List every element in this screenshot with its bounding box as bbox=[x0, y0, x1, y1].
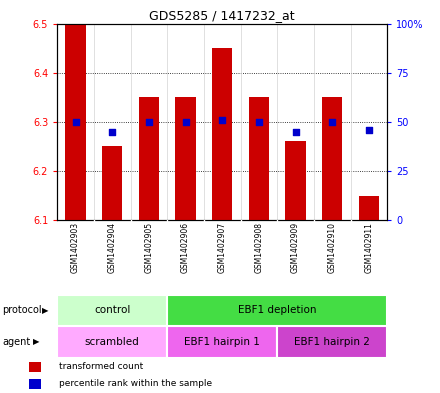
Bar bbox=[102, 146, 122, 220]
Text: percentile rank within the sample: percentile rank within the sample bbox=[59, 379, 213, 388]
Text: GSM1402905: GSM1402905 bbox=[144, 222, 154, 274]
Text: ▶: ▶ bbox=[33, 338, 39, 346]
Point bbox=[109, 129, 116, 135]
Text: control: control bbox=[94, 305, 130, 316]
Text: protocol: protocol bbox=[2, 305, 42, 316]
Text: ▶: ▶ bbox=[42, 306, 48, 315]
Bar bbox=[176, 97, 196, 220]
Text: GSM1402908: GSM1402908 bbox=[254, 222, 264, 273]
Title: GDS5285 / 1417232_at: GDS5285 / 1417232_at bbox=[150, 9, 295, 22]
Text: GSM1402903: GSM1402903 bbox=[71, 222, 80, 274]
Bar bbox=[167, 326, 277, 358]
Text: GSM1402910: GSM1402910 bbox=[328, 222, 337, 273]
Text: agent: agent bbox=[2, 337, 30, 347]
Text: EBF1 depletion: EBF1 depletion bbox=[238, 305, 316, 316]
Point bbox=[292, 129, 299, 135]
Bar bbox=[286, 141, 306, 220]
Bar bbox=[29, 362, 40, 372]
Text: GSM1402907: GSM1402907 bbox=[218, 222, 227, 274]
Bar bbox=[66, 24, 86, 220]
Point bbox=[182, 119, 189, 125]
Text: GSM1402909: GSM1402909 bbox=[291, 222, 300, 274]
Bar bbox=[57, 326, 167, 358]
Text: GSM1402904: GSM1402904 bbox=[108, 222, 117, 274]
Bar bbox=[212, 48, 232, 220]
Point bbox=[255, 119, 262, 125]
Bar bbox=[29, 379, 40, 389]
Text: GSM1402911: GSM1402911 bbox=[364, 222, 374, 273]
Bar bbox=[167, 295, 387, 326]
Point bbox=[329, 119, 336, 125]
Text: EBF1 hairpin 1: EBF1 hairpin 1 bbox=[184, 337, 260, 347]
Point bbox=[72, 119, 79, 125]
Text: transformed count: transformed count bbox=[59, 362, 143, 371]
Bar bbox=[57, 295, 167, 326]
Bar bbox=[322, 97, 342, 220]
Bar bbox=[277, 326, 387, 358]
Text: EBF1 hairpin 2: EBF1 hairpin 2 bbox=[294, 337, 370, 347]
Bar bbox=[139, 97, 159, 220]
Text: GSM1402906: GSM1402906 bbox=[181, 222, 190, 274]
Bar bbox=[359, 195, 379, 220]
Text: scrambled: scrambled bbox=[85, 337, 139, 347]
Point bbox=[145, 119, 152, 125]
Point bbox=[219, 117, 226, 123]
Point bbox=[365, 127, 372, 133]
Bar bbox=[249, 97, 269, 220]
